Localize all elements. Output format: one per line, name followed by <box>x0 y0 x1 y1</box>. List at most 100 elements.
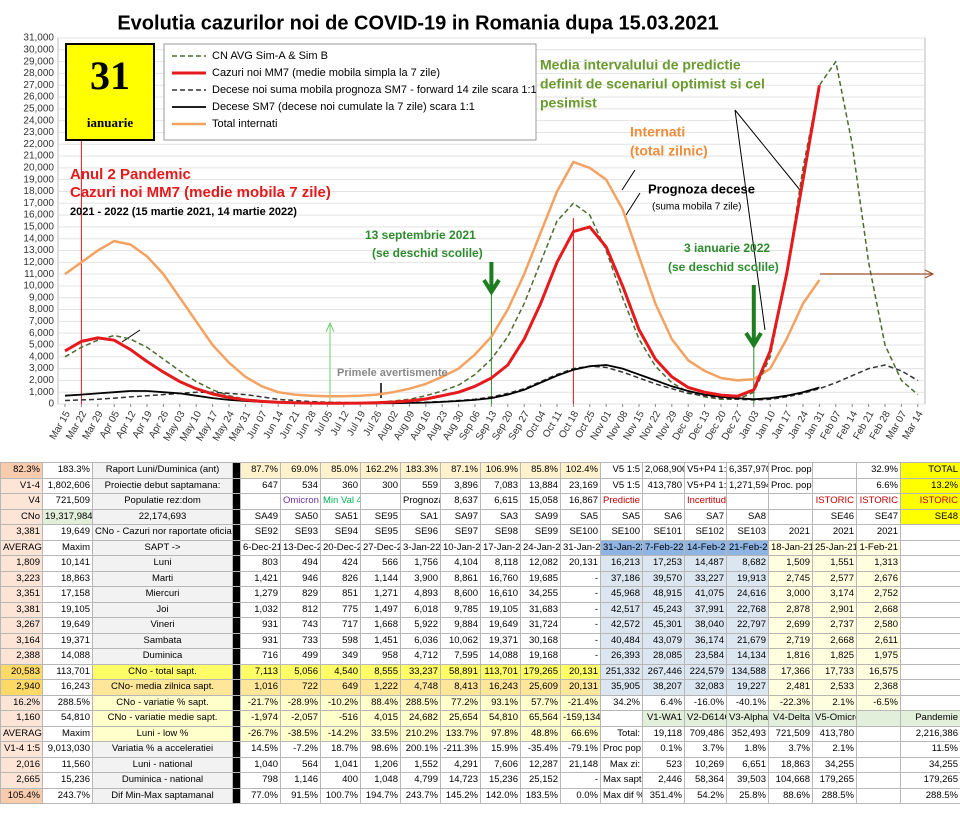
table-cell: 8,682 <box>726 555 769 572</box>
table-cell: 1,271,594 <box>726 477 769 494</box>
table-cell: V2-D614G <box>684 710 727 727</box>
table-cell: 77.0% <box>240 787 281 804</box>
table-cell: 494 <box>280 555 321 572</box>
annotation: (se deschid scolile) <box>668 260 779 274</box>
table-cell: 42,517 <box>600 601 643 618</box>
chart-title: Evolutia cazurilor noi de COVID-19 in Ro… <box>117 12 718 34</box>
table-cell: 16,867 <box>560 493 601 510</box>
y-tick-label: 21,000 <box>23 151 54 162</box>
annotation: Cazuri noi MM7 (medie mobila 7 zile) <box>70 184 331 201</box>
table-cell: SE92 <box>240 524 281 541</box>
table-cell: -10.2% <box>320 694 361 711</box>
table-cell: 19,105 <box>480 601 521 618</box>
table-cell: ISTORIC <box>900 493 960 510</box>
chart: Evolutia cazurilor noi de COVID-19 in Ro… <box>23 12 935 443</box>
arrow <box>820 269 935 279</box>
table-cell: SA8 <box>726 508 769 525</box>
table-row: 1,809 10,141 Luni 803 494 424 566 1,756 4,104 8,1… <box>0 555 960 572</box>
table-cell: 58,364 <box>684 772 727 789</box>
table-cell: 104,668 <box>768 772 813 789</box>
table-cell: SA5 <box>560 508 601 525</box>
table-cell: Proc. pop <box>768 462 813 479</box>
table-cell: 3,351 <box>0 586 43 603</box>
arrow <box>482 262 501 296</box>
table-cell: 3-Jan-22 <box>400 539 441 556</box>
table-cell <box>900 617 960 634</box>
annotation: (se deschid scolile) <box>372 246 483 260</box>
table-cell: 2.1% <box>812 741 857 758</box>
table-cell: ISTORIC <box>856 493 901 510</box>
table-cell: 19,913 <box>726 570 769 587</box>
table-cell: 3,164 <box>0 632 43 649</box>
table-cell <box>768 508 813 525</box>
table-cell: 162.2% <box>360 462 401 479</box>
pointer <box>621 169 636 191</box>
table-cell: 2021 <box>812 524 857 541</box>
table-cell: 2,068,900 <box>642 462 685 479</box>
table-cell: 210.2% <box>400 725 441 742</box>
table-cell: 1,756 <box>400 555 441 572</box>
table-cell: Miercuri <box>92 586 233 603</box>
table-cell: 41,075 <box>684 586 727 603</box>
table-cell: 27-Dec-21 <box>360 539 401 556</box>
table-cell: SA5 <box>600 508 643 525</box>
table-cell: 2,446 <box>642 772 685 789</box>
table-cell: 3.7% <box>684 741 727 758</box>
table-cell: SE99 <box>520 524 561 541</box>
y-tick-label: 9,000 <box>29 292 54 303</box>
table-cell: 16,610 <box>480 586 521 603</box>
y-tick-label: 3,000 <box>29 363 54 374</box>
table-cell: 1,975 <box>856 648 901 665</box>
table-cell: 19,649 <box>42 524 93 541</box>
table-cell: 3,381 <box>0 524 43 541</box>
table-cell: 6.4% <box>642 694 685 711</box>
table-cell <box>856 725 901 742</box>
table-cell: 31-Jan-22 <box>600 539 643 556</box>
table-cell: Marti <box>92 570 233 587</box>
table-cell: 25.8% <box>726 787 769 804</box>
table-cell: 1.8% <box>726 741 769 758</box>
table-cell: SA1 <box>400 508 441 525</box>
table-cell: 413,780 <box>812 725 857 742</box>
table-cell: 183.3% <box>42 462 93 479</box>
table-cell <box>900 694 960 711</box>
table-cell: -7.2% <box>280 741 321 758</box>
table-cell: 14,723 <box>440 772 481 789</box>
table-cell: 2,668 <box>856 601 901 618</box>
table-cell: 113,701 <box>42 663 93 680</box>
table-cell <box>856 710 901 727</box>
table-cell: CNo - variatie % sapt. <box>92 694 233 711</box>
table-cell: 3,174 <box>812 586 857 603</box>
table-cell: Max sapt <box>600 772 643 789</box>
table-row: V1-4 1:5 9,013,030 Variatia % a accelerati… <box>0 741 960 758</box>
table-cell: 21,679 <box>726 632 769 649</box>
table-cell: 39,503 <box>726 772 769 789</box>
table-cell: 19,317,984 <box>42 508 93 525</box>
table-cell: -28.9% <box>280 694 321 711</box>
table-cell <box>900 679 960 696</box>
y-tick-label: 14,000 <box>23 233 54 244</box>
table-cell: 194.7% <box>360 787 401 804</box>
table-cell: 16,760 <box>480 570 521 587</box>
table-cell: 33,227 <box>684 570 727 587</box>
table-row: 2,665 15,236 Duminica - national 798 1,146 40… <box>0 772 960 789</box>
table-cell: 15.9% <box>480 741 521 758</box>
legend-label: CN AVG Sim-A & Sim B <box>212 50 328 62</box>
table-cell: V5 1:5 <box>600 477 643 494</box>
data-table: 82.3% 183.3% Raport Luni/Duminica (ant) 87.… <box>0 462 960 804</box>
table-cell: 142.0% <box>480 787 521 804</box>
y-tick-label: 18,000 <box>23 186 54 197</box>
legend: CN AVG Sim-A & Sim B Cazuri noi MM7 (medi… <box>172 50 537 130</box>
table-cell <box>900 555 960 572</box>
table-cell <box>900 601 960 618</box>
table-cell: SAPT -> <box>92 539 233 556</box>
table-cell: SE46 <box>812 508 857 525</box>
table-cell: 40,484 <box>600 632 643 649</box>
table-cell: 31-Jan-22 <box>560 539 601 556</box>
table-cell: 2,668 <box>812 632 857 649</box>
table-cell: 851 <box>320 586 361 603</box>
table-cell: 6,651 <box>726 756 769 773</box>
table-cell: 4,799 <box>400 772 441 789</box>
table-cell: 743 <box>280 617 321 634</box>
table-cell: V5+P4 1:5 <box>684 477 727 494</box>
